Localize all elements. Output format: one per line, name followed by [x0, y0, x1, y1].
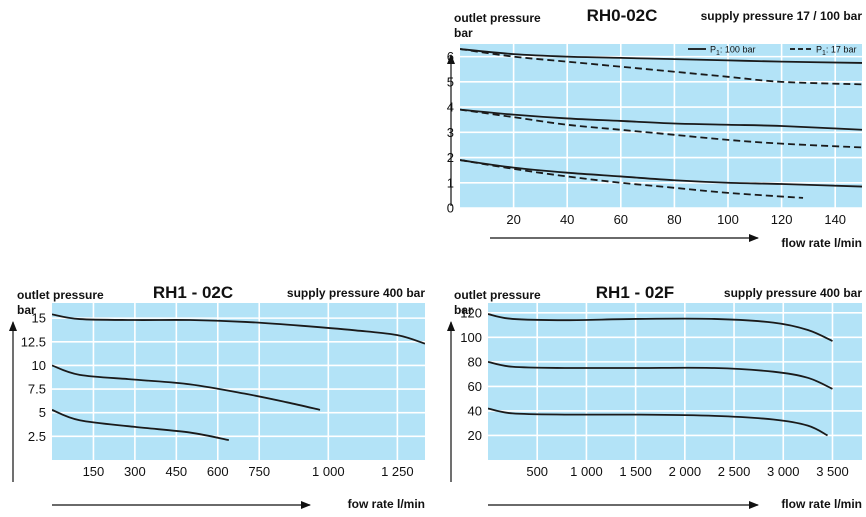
x-tick-label: 300 [124, 464, 146, 479]
series-line-5 [460, 159, 862, 188]
series-line-3 [52, 409, 230, 442]
series-line-3 [460, 108, 862, 131]
x-axis-label: flow rate l/min [781, 236, 862, 250]
y-tick-label: 0 [447, 201, 454, 216]
x-tick-label: 1 000 [312, 464, 345, 479]
x-tick-label: 600 [207, 464, 229, 479]
y-tick-label: 20 [468, 428, 482, 443]
legend-label: P1: 100 bar [710, 45, 755, 58]
x-tick-label: 1 250 [381, 464, 414, 479]
plot-area [52, 303, 425, 460]
series-line-2 [460, 48, 862, 86]
y-tick-label: 60 [468, 379, 482, 394]
series-line-2 [52, 364, 321, 411]
y-tick-label: 2.5 [28, 429, 46, 444]
y-axis-label: outlet pressure [17, 288, 104, 302]
grid [52, 303, 425, 460]
series-line-6 [460, 159, 804, 199]
x-tick-label: 100 [717, 212, 739, 227]
chart-rh0-02c: 20 40 60 80 100 120 140 0 1 2 3 4 5 6 RH0-02C supply pr… [447, 6, 863, 250]
y-tick-label: 5 [447, 74, 454, 89]
x-tick-label: 750 [248, 464, 270, 479]
y-tick-label: 1 [447, 175, 454, 190]
chart-subtitle: supply pressure 400 bar [724, 286, 862, 300]
series-line-2 [488, 360, 833, 390]
x-tick-label: 500 [526, 464, 548, 479]
x-tick-label: 40 [560, 212, 574, 227]
y-tick-label: 2 [447, 150, 454, 165]
y-tick-label: 4 [447, 100, 454, 115]
x-axis-label: fow rate l/min [348, 497, 425, 511]
x-tick-label: 80 [667, 212, 681, 227]
chart-rh1-02c: 150 300 450 600 750 1 000 1 250 2.5 5 7.5 10 12.5 15… [9, 283, 425, 511]
x-tick-label: 1 500 [619, 464, 652, 479]
x-tick-label: 3 500 [816, 464, 849, 479]
chart-subtitle: supply pressure 400 bar [287, 286, 425, 300]
chart-title: RH1 - 02F [596, 283, 674, 302]
x-tick-label: 3 000 [767, 464, 800, 479]
y-tick-label: 5 [39, 405, 46, 420]
y-tick-label: 12.5 [21, 334, 46, 349]
y-axis-label: outlet pressure [454, 11, 541, 25]
y-tick-label: 15 [32, 311, 46, 326]
x-axis-label: flow rate l/min [781, 497, 862, 511]
y-tick-label: 120 [460, 305, 482, 320]
y-axis-unit: bar [454, 303, 473, 317]
chart-subtitle: supply pressure 17 / 100 bar [701, 9, 863, 23]
legend-label: P1: 17 bar [816, 45, 856, 58]
y-tick-label: 40 [468, 403, 482, 418]
y-axis-label: outlet pressure [454, 288, 541, 302]
y-tick-label: 100 [460, 330, 482, 345]
x-tick-label: 60 [614, 212, 628, 227]
y-tick-label: 80 [468, 354, 482, 369]
x-tick-label: 1 000 [570, 464, 603, 479]
x-tick-label: 120 [771, 212, 793, 227]
series-line-4 [460, 108, 862, 149]
grid [460, 44, 862, 209]
legend: P1: 100 bar P1: 17 bar [688, 45, 856, 58]
series-line-3 [488, 407, 828, 437]
x-tick-label: 140 [824, 212, 846, 227]
x-tick-label: 2 500 [718, 464, 751, 479]
x-tick-label: 450 [165, 464, 187, 479]
y-axis-unit: bar [17, 303, 36, 317]
series-line-1 [460, 48, 862, 64]
y-tick-label: 7.5 [28, 382, 46, 397]
y-tick-label: 10 [32, 358, 46, 373]
x-tick-label: 2 000 [669, 464, 702, 479]
series-line-1 [488, 313, 833, 342]
plot-area [488, 303, 862, 460]
x-tick-label: 20 [506, 212, 520, 227]
series-line-1 [52, 313, 425, 345]
y-axis-unit: bar [454, 26, 473, 40]
grid [488, 303, 862, 460]
chart-title: RH0-02C [587, 6, 658, 25]
x-tick-label: 150 [83, 464, 105, 479]
y-tick-label: 3 [447, 125, 454, 140]
chart-rh1-02f: 500 1 000 1 500 2 000 2 500 3 000 3 500 20 40 60 8… [447, 283, 862, 511]
y-tick-label: 6 [447, 49, 454, 64]
chart-title: RH1 - 02C [153, 283, 233, 302]
